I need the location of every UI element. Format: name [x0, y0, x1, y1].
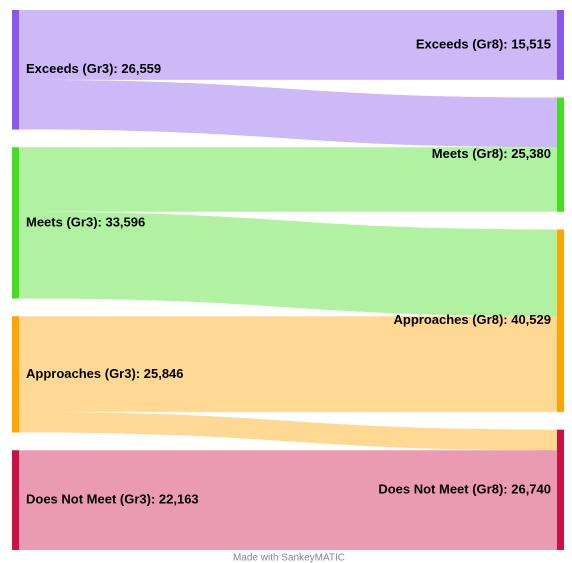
- node: [12, 10, 19, 130]
- node-label: Approaches (Gr3): 25,846: [26, 366, 184, 381]
- flow: [19, 211, 557, 317]
- footer: Made with SankeyMATIC: [233, 553, 345, 563]
- node-label: Meets (Gr8): 25,380: [432, 146, 551, 161]
- node: [557, 229, 564, 412]
- node: [12, 450, 19, 550]
- node-label: Does Not Meet (Gr8): 26,740: [378, 481, 551, 496]
- node: [12, 316, 19, 433]
- node-label: Approaches (Gr8): 40,529: [393, 312, 551, 327]
- flow: [19, 10, 557, 80]
- flow: [19, 411, 557, 451]
- node: [557, 429, 564, 550]
- flow: [19, 450, 557, 550]
- flow: [19, 147, 557, 212]
- node: [557, 10, 564, 80]
- node-label: Does Not Meet (Gr3): 22,163: [26, 492, 199, 507]
- node-label: Exceeds (Gr3): 26,559: [26, 61, 161, 76]
- node-label: Exceeds (Gr8): 15,515: [416, 36, 551, 51]
- flow: [19, 316, 557, 412]
- node: [12, 147, 19, 299]
- flow: [19, 79, 557, 148]
- node: [557, 97, 564, 212]
- node-label: Meets (Gr3): 33,596: [26, 214, 145, 229]
